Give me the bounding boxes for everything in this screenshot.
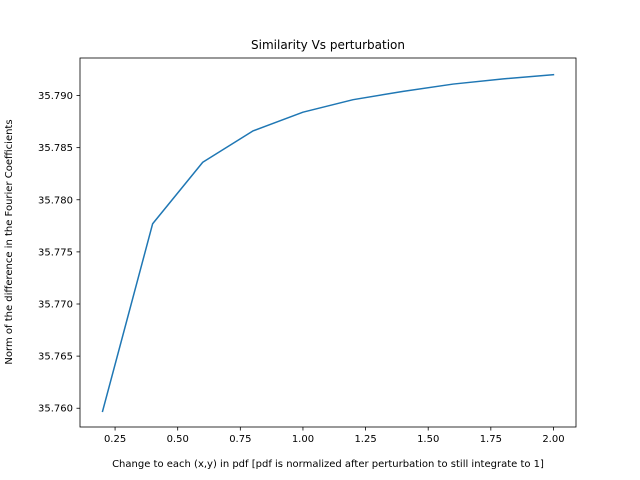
x-tick-label: 1.25 [354,434,376,445]
y-tick-label: 35.790 [38,91,73,102]
y-tick-label: 35.785 [38,143,73,154]
y-tick-label: 35.780 [38,195,73,206]
x-axis-ticks: 0.25 0.50 0.75 1.00 1.25 1.50 1.75 2.00 [104,427,565,445]
x-tick-label: 0.50 [167,434,189,445]
plot-frame [79,57,577,428]
y-axis-label: Norm of the difference in the Fourier Co… [4,119,15,364]
x-tick-label: 0.25 [104,434,126,445]
x-tick-label: 2.00 [542,434,564,445]
series-line [101,73,555,413]
y-tick-label: 35.760 [38,404,73,415]
plot-background [80,58,576,427]
y-tick-label: 35.775 [38,247,73,258]
x-tick-label: 1.75 [480,434,502,445]
chart-title: Similarity Vs perturbation [251,38,405,52]
x-axis-label: Change to each (x,y) in pdf [pdf is norm… [112,459,544,470]
y-tick-label: 35.765 [38,352,73,363]
y-tick-label: 35.770 [38,300,73,311]
x-tick-label: 1.50 [417,434,439,445]
x-tick-label: 0.75 [229,434,251,445]
y-axis-ticks: 35.760 35.765 35.770 35.775 35.780 35.785 35.7… [38,91,80,415]
x-tick-label: 1.00 [292,434,314,445]
